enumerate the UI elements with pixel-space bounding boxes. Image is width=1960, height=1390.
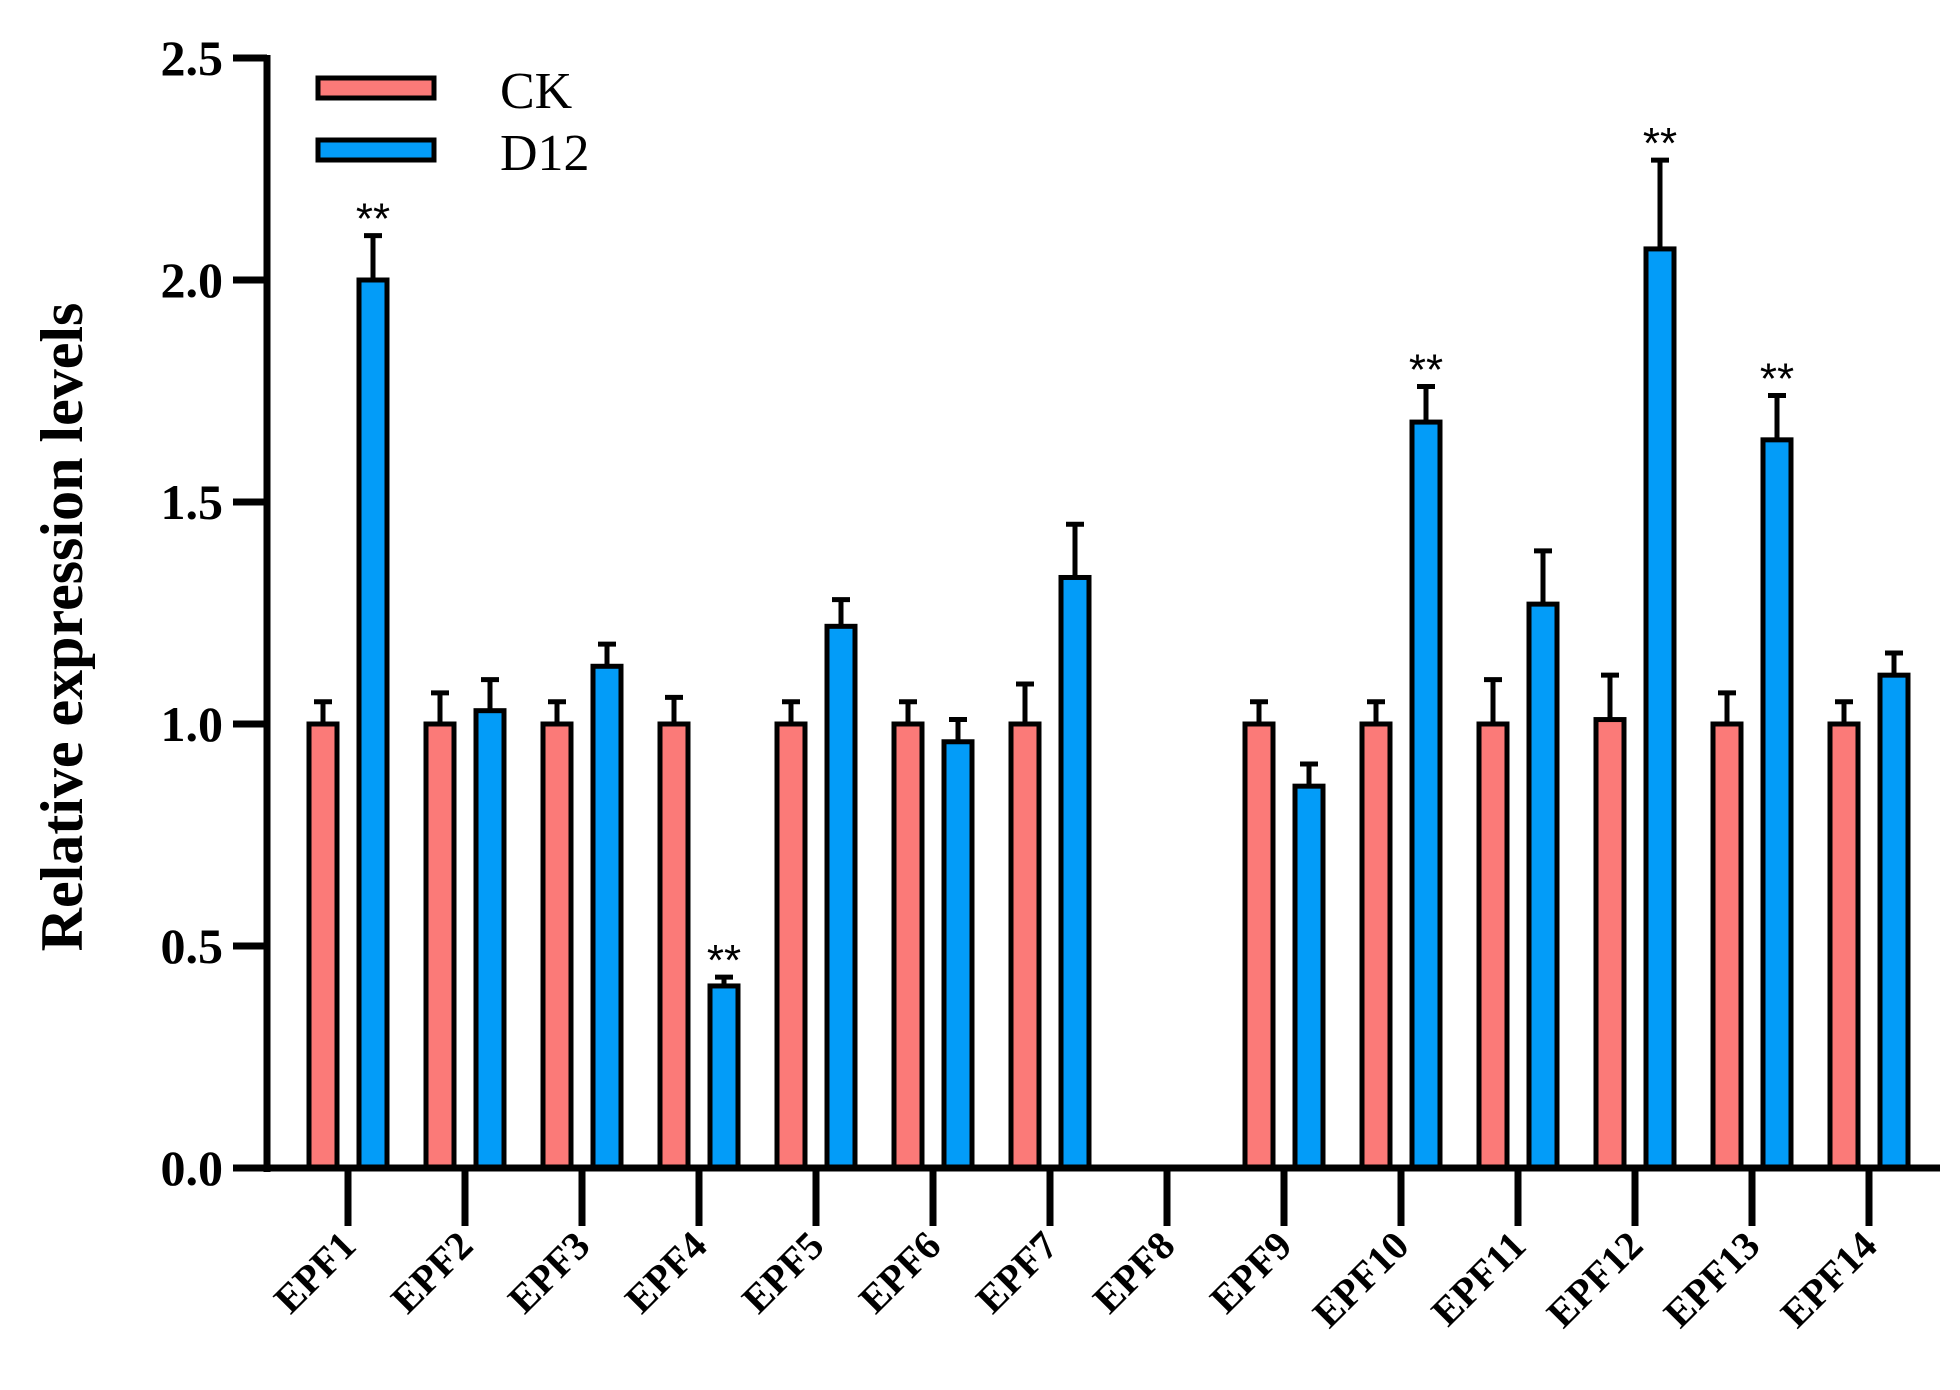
bar-d12-epf13 [1760,437,1794,1171]
legend-swatch-ck [315,75,437,101]
bar-ck-epf1 [306,721,340,1171]
y-tick-label-0.5: 0.5 [161,918,224,974]
y-tick-label-2.5: 2.5 [161,30,224,86]
x-tick-label-epf1: EPF1 [265,1223,364,1322]
bar-ck-epf11 [1476,721,1510,1171]
x-tick-label-epf12: EPF12 [1538,1223,1652,1337]
significance-epf4: ** [707,936,741,985]
bar-d12-epf5 [824,623,858,1171]
significance-epf10: ** [1409,346,1443,395]
bar-ck-epf5 [774,721,808,1171]
bar-d12-epf2 [473,708,507,1171]
bar-d12-epf9 [1292,783,1326,1171]
x-tick-label-epf9: EPF9 [1201,1223,1300,1322]
bar-ck-epf12 [1593,717,1627,1171]
x-tick-label-epf14: EPF14 [1772,1223,1886,1337]
legend-swatch-d12 [315,137,437,163]
bar-ck-epf13 [1710,721,1744,1171]
x-tick-label-epf2: EPF2 [382,1223,481,1322]
x-tick-label-epf8: EPF8 [1084,1223,1183,1322]
bar-ck-epf2 [423,721,457,1171]
bar-d12-epf3 [590,663,624,1171]
x-tick-label-epf11: EPF11 [1422,1223,1534,1335]
x-tick-label-epf6: EPF6 [850,1223,949,1322]
bar-ck-epf9 [1242,721,1276,1171]
bar-ck-epf14 [1827,721,1861,1171]
y-tick-label-1.5: 1.5 [161,474,224,530]
bar-ck-epf7 [1008,721,1042,1171]
bar-ck-epf10 [1359,721,1393,1171]
bar-d12-epf1 [356,277,390,1171]
significance-epf1: ** [356,195,390,244]
bar-ck-epf3 [540,721,574,1171]
bar-d12-epf10 [1409,419,1443,1171]
y-tick-label-1.0: 1.0 [161,696,224,752]
significance-epf12: ** [1643,119,1677,168]
x-tick-label-epf7: EPF7 [967,1223,1066,1322]
x-tick-label-epf5: EPF5 [733,1223,832,1322]
significance-epf13: ** [1760,354,1794,403]
x-tick-label-epf13: EPF13 [1655,1223,1769,1337]
bar-d12-epf4 [707,983,741,1171]
bar-d12-epf14 [1877,672,1911,1171]
x-tick-label-epf3: EPF3 [499,1223,598,1322]
x-tick-label-epf4: EPF4 [616,1223,715,1322]
y-tick-label-2.0: 2.0 [161,252,224,308]
x-tick-label-epf10: EPF10 [1304,1223,1418,1337]
plot-area: ** ** ** ** ** 0.0 0.5 1.0 1.5 2.0 2.5 EPF1 EPF2 EPF3… [161,30,1940,1337]
y-axis-label: Relative expression levels [29,303,95,952]
bar-d12-epf12 [1643,246,1677,1171]
legend-label-d12: D12 [500,125,590,182]
bar-d12-epf11 [1526,601,1560,1171]
bar-ck-epf6 [891,721,925,1171]
legend-label-ck: CK [500,63,573,120]
legend: CK D12 [315,63,590,182]
bar-ck-epf4 [657,721,691,1171]
bar-d12-epf7 [1058,574,1092,1171]
y-tick-label-0.0: 0.0 [161,1140,224,1196]
bar-d12-epf6 [941,739,975,1171]
